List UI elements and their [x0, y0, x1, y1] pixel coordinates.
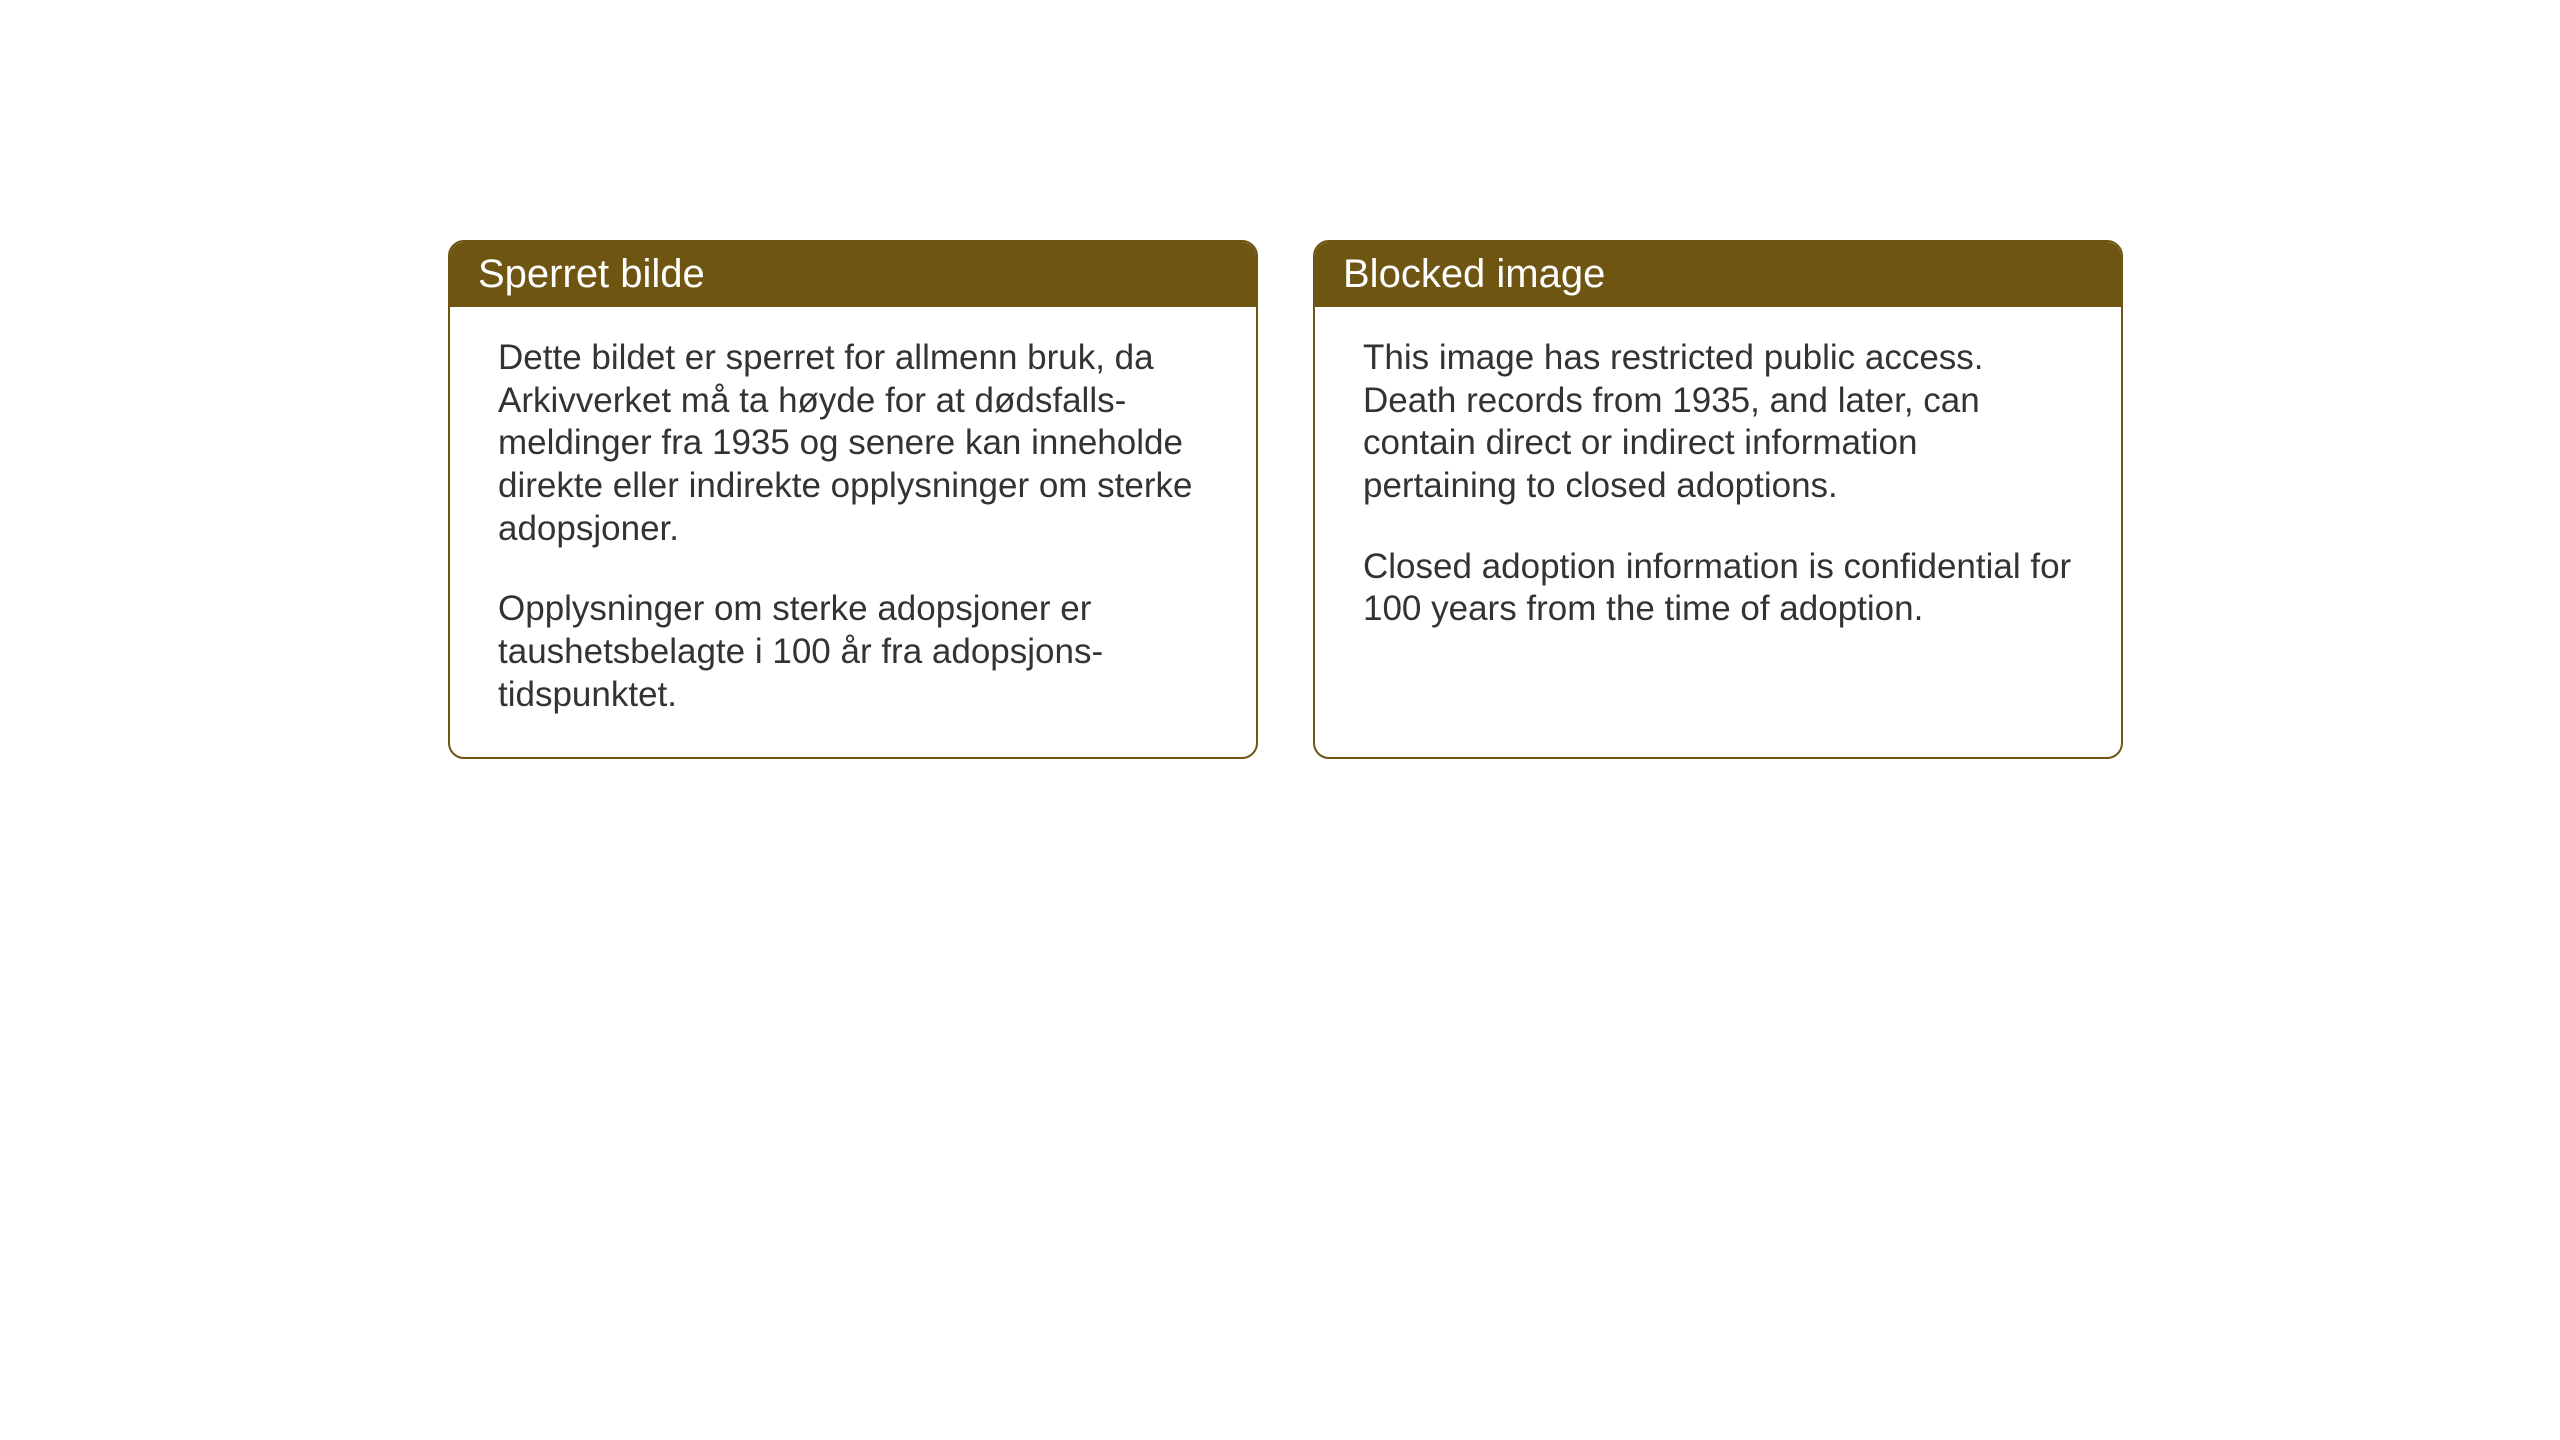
- card-body-english: This image has restricted public access.…: [1315, 307, 2121, 671]
- card-title: Blocked image: [1343, 252, 1605, 296]
- notice-card-norwegian: Sperret bilde Dette bildet er sperret fo…: [448, 240, 1258, 759]
- card-body-norwegian: Dette bildet er sperret for allmenn bruk…: [450, 307, 1256, 757]
- card-paragraph: This image has restricted public access.…: [1363, 337, 2073, 508]
- card-paragraph: Dette bildet er sperret for allmenn bruk…: [498, 337, 1208, 550]
- card-header-norwegian: Sperret bilde: [450, 242, 1256, 307]
- card-header-english: Blocked image: [1315, 242, 2121, 307]
- card-title: Sperret bilde: [478, 252, 705, 296]
- card-paragraph: Opplysninger om sterke adopsjoner er tau…: [498, 588, 1208, 716]
- notice-cards-container: Sperret bilde Dette bildet er sperret fo…: [448, 240, 2123, 759]
- card-paragraph: Closed adoption information is confident…: [1363, 546, 2073, 631]
- notice-card-english: Blocked image This image has restricted …: [1313, 240, 2123, 759]
